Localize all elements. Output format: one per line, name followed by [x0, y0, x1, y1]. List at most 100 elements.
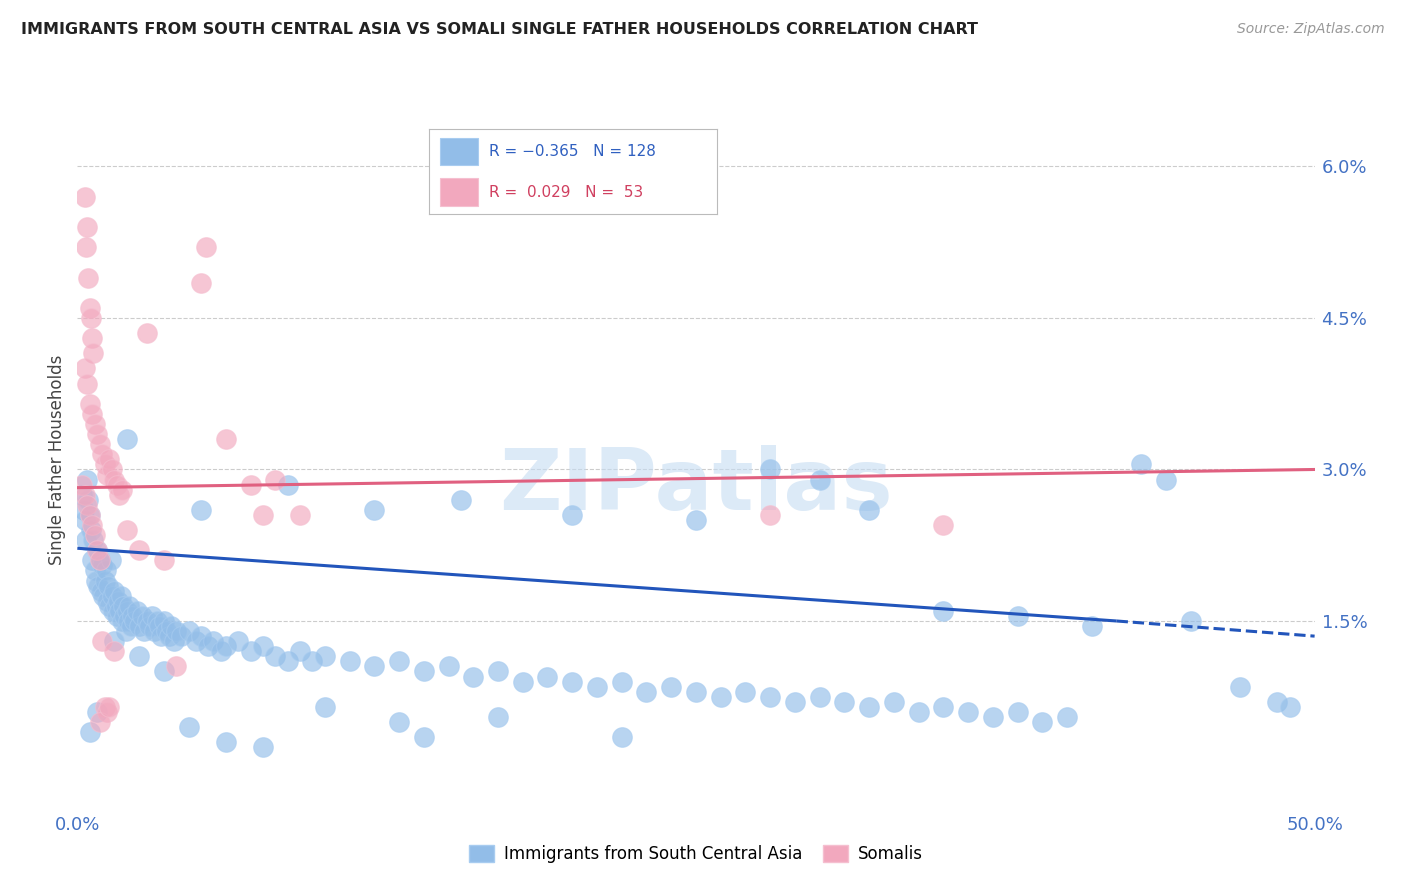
Point [157, 629, 180, 643]
Point [412, 730, 434, 744]
Point [107, 594, 129, 608]
FancyBboxPatch shape [440, 178, 478, 206]
Point [128, 649, 150, 664]
Point [561, 674, 583, 689]
Point [76, 376, 98, 391]
Point [82, 553, 104, 567]
Point [76, 220, 98, 235]
Point [86, 543, 108, 558]
Legend: Immigrants from South Central Asia, Somalis: Immigrants from South Central Asia, Soma… [463, 838, 929, 870]
Point [486, 665, 509, 679]
Point [100, 553, 122, 567]
Point [111, 483, 134, 497]
Point [883, 695, 905, 709]
Point [759, 690, 782, 704]
Point [734, 684, 756, 698]
Point [288, 508, 311, 522]
Y-axis label: Single Father Households: Single Father Households [48, 354, 66, 565]
Point [486, 710, 509, 724]
Point [1081, 619, 1104, 633]
Point [82, 518, 104, 533]
Point [103, 644, 125, 658]
Point [117, 614, 139, 628]
Point [98, 452, 121, 467]
Point [134, 624, 156, 639]
Point [108, 488, 131, 502]
Point [1229, 680, 1251, 694]
Point [103, 583, 125, 598]
Point [83, 417, 105, 431]
Point [1056, 710, 1078, 724]
Point [72, 488, 94, 502]
Point [153, 614, 176, 628]
Point [932, 518, 955, 533]
Point [93, 458, 115, 472]
Point [685, 684, 707, 698]
Point [73, 361, 96, 376]
Point [86, 705, 108, 719]
Point [1007, 609, 1029, 624]
Point [155, 624, 177, 639]
Point [388, 714, 411, 729]
Point [463, 669, 485, 683]
Point [858, 699, 880, 714]
Point [79, 397, 101, 411]
Point [226, 634, 249, 648]
Point [288, 644, 311, 658]
Point [141, 609, 163, 624]
Point [512, 674, 534, 689]
Point [131, 609, 153, 624]
Point [808, 690, 831, 704]
Point [82, 346, 104, 360]
Point [114, 624, 136, 639]
Point [148, 619, 170, 633]
Point [202, 634, 225, 648]
Point [143, 624, 166, 639]
Point [636, 684, 658, 698]
Point [184, 634, 207, 648]
Point [759, 462, 782, 476]
Point [87, 579, 110, 593]
Point [73, 190, 96, 204]
Point [77, 492, 100, 507]
Point [115, 523, 138, 537]
Point [128, 619, 150, 633]
Point [105, 477, 128, 491]
Point [170, 629, 193, 643]
Point [190, 503, 212, 517]
Point [981, 710, 1004, 724]
Text: R =  0.029   N =  53: R = 0.029 N = 53 [489, 185, 644, 200]
Point [83, 528, 105, 542]
Point [197, 639, 219, 653]
Point [122, 614, 145, 628]
Point [450, 492, 472, 507]
Point [79, 301, 101, 315]
Point [89, 553, 111, 567]
Point [209, 644, 232, 658]
Point [177, 624, 200, 639]
Point [108, 604, 131, 618]
Point [80, 310, 103, 325]
Point [121, 609, 143, 624]
Point [586, 680, 609, 694]
Point [89, 714, 111, 729]
Point [783, 695, 806, 709]
Point [82, 331, 104, 345]
Point [98, 599, 121, 613]
Point [858, 503, 880, 517]
Point [153, 553, 176, 567]
Point [277, 654, 299, 668]
Point [1154, 473, 1177, 487]
Point [75, 240, 97, 254]
Point [128, 543, 150, 558]
Point [91, 589, 114, 603]
Point [79, 508, 101, 522]
Point [957, 705, 980, 719]
Point [314, 699, 336, 714]
Point [163, 634, 186, 648]
Point [93, 574, 115, 588]
Point [437, 659, 460, 673]
Text: Source: ZipAtlas.com: Source: ZipAtlas.com [1237, 22, 1385, 37]
Point [75, 533, 97, 548]
Point [111, 614, 134, 628]
